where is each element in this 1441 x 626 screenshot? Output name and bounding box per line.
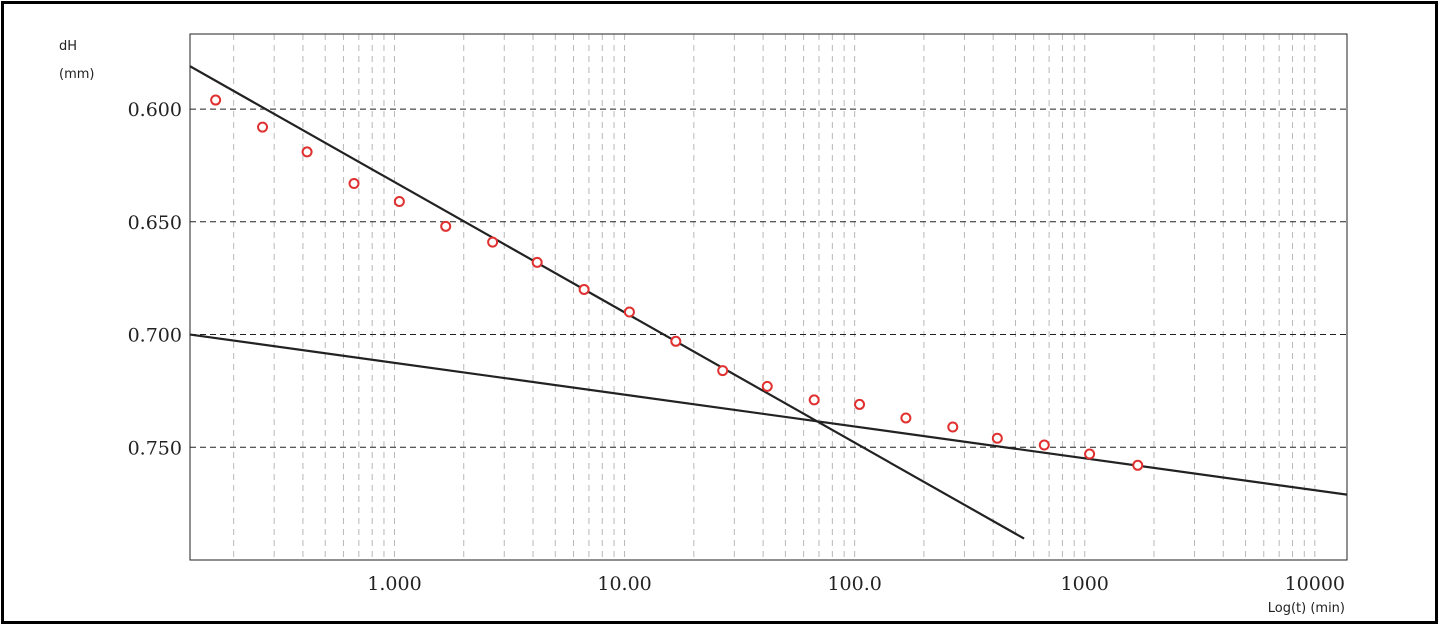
plot-area-border [189, 33, 1348, 561]
data-point [578, 283, 590, 295]
minor-gridlines [233, 34, 1316, 560]
data-point [257, 121, 269, 133]
x-tick-label: 1.000 [367, 573, 421, 595]
data-point [670, 335, 682, 347]
data-point [623, 306, 635, 318]
x-tick-label: 10.00 [597, 573, 651, 595]
data-point [1132, 459, 1144, 471]
data-point [991, 432, 1003, 444]
x-tick-label: 100.0 [827, 573, 881, 595]
y-tick-label: 0.600 [128, 99, 182, 121]
x-tick-label: 1000 [1061, 573, 1109, 595]
y-tick-label: 0.650 [128, 212, 182, 234]
data-point [440, 220, 452, 232]
x-tick-label: 10000 [1285, 573, 1345, 595]
data-point [717, 365, 729, 377]
major-gridlines [190, 108, 1347, 448]
y-axis-unit: (mm) [59, 67, 94, 82]
tick-labels: 0.600 0.650 0.700 0.750 1.000 10.00 100.0 1000 1… [128, 99, 1345, 595]
data-point [1084, 448, 1096, 460]
x-axis-title: Log(t) (min) [1268, 601, 1345, 616]
fit-line [190, 333, 1347, 496]
data-point [854, 398, 866, 410]
data-point [348, 177, 360, 189]
data-point [210, 94, 222, 106]
y-tick-label: 0.750 [128, 437, 182, 459]
data-point [531, 256, 543, 268]
data-point [1038, 439, 1050, 451]
chart-svg: 0.600 0.650 0.700 0.750 1.000 10.00 100.0 1000 1… [59, 33, 1348, 616]
data-point [761, 380, 773, 392]
fit-lines [190, 65, 1347, 540]
data-point [808, 394, 820, 406]
data-point [947, 421, 959, 433]
fit-line [190, 65, 1025, 540]
data-point [301, 146, 313, 158]
y-axis-title: dH [59, 39, 77, 54]
data-points [210, 94, 1144, 471]
data-point [393, 196, 405, 208]
data-point [487, 236, 499, 248]
y-tick-label: 0.700 [128, 325, 182, 347]
data-point [900, 412, 912, 424]
